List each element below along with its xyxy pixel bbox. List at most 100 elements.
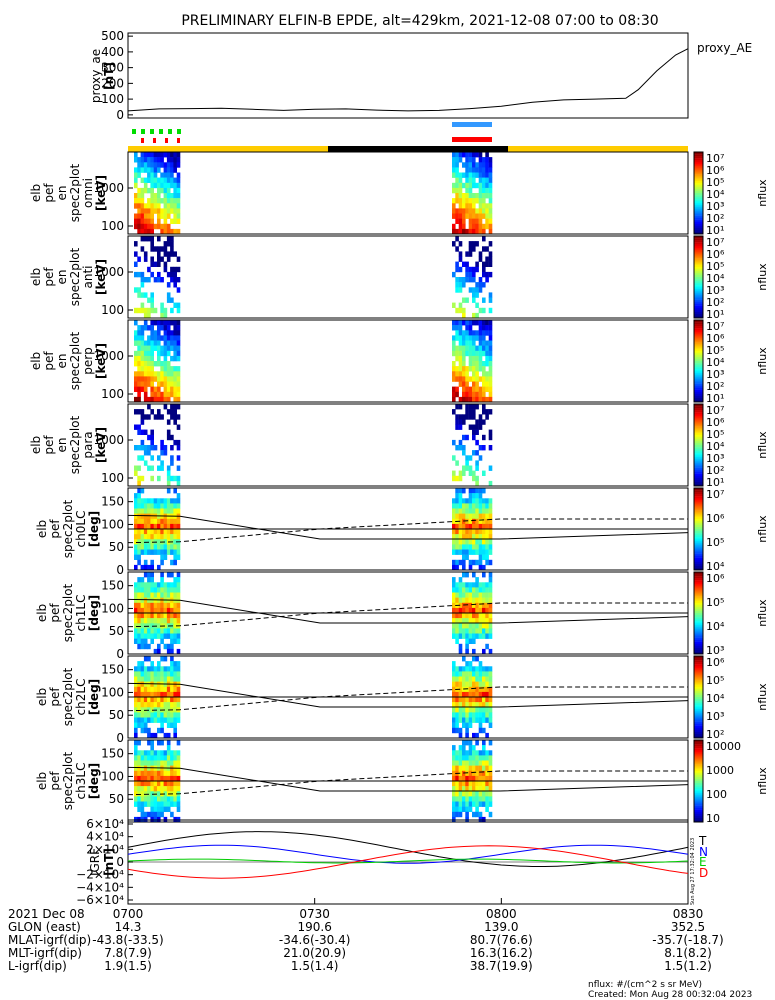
spectrogram-cell — [488, 559, 493, 566]
spectrogram-cell — [170, 686, 174, 693]
spectrogram-cell — [153, 712, 158, 718]
spectrogram-cell — [137, 577, 141, 583]
spectrogram-cell — [475, 182, 479, 189]
colorbar-cell — [694, 776, 703, 780]
spectrogram-cell — [475, 381, 479, 387]
colorbar-tick-label: 10³ — [706, 200, 724, 213]
spectrogram-cell — [134, 251, 138, 257]
colorbar-cell — [694, 598, 703, 601]
spectrogram-cell — [475, 529, 479, 535]
spectrogram-cell — [472, 488, 476, 494]
spectrogram-cell — [472, 529, 476, 535]
spectrogram-cell — [468, 182, 473, 189]
spectrogram-cell — [468, 223, 473, 230]
spectrogram-cell — [478, 498, 483, 504]
colorbar-cell — [694, 721, 703, 724]
spectrogram-cell — [472, 386, 476, 392]
spectrogram-cell — [455, 172, 459, 178]
spectrogram-cell — [465, 554, 469, 560]
spectrogram-cell — [452, 470, 456, 476]
spectrogram-cell — [458, 177, 463, 183]
spectrogram-cell — [485, 320, 489, 326]
spectrogram-cell — [150, 320, 154, 326]
colorbar-cell — [694, 662, 703, 665]
spectrogram-cell — [472, 266, 476, 273]
spectrogram-cell — [452, 613, 456, 619]
spectrogram-cell — [478, 801, 483, 807]
spectrogram-cell — [140, 414, 145, 420]
spectrogram-cell — [147, 801, 151, 807]
spectrogram-cell — [157, 786, 161, 792]
spectrogram-cell — [163, 241, 168, 247]
spectrogram-cell — [137, 781, 141, 787]
spectrogram-cell — [488, 796, 493, 802]
spectrogram-cell — [475, 801, 479, 807]
spectrogram-cell — [488, 271, 493, 278]
spectrogram-cell — [170, 613, 174, 619]
colorbar-cell — [694, 568, 703, 571]
spectrogram-cell — [140, 628, 145, 634]
spectrogram-cell — [455, 325, 459, 331]
spectrogram-cell — [137, 162, 141, 168]
spectrogram-cell — [465, 396, 469, 403]
colorbar-cell — [694, 602, 703, 606]
spectrogram-cell — [137, 671, 141, 677]
spectrogram-cell — [147, 529, 151, 535]
colorbar-cell — [694, 211, 703, 214]
spectrogram-cell — [458, 193, 463, 199]
spectrogram-cell — [160, 307, 164, 314]
spectrogram-cell — [485, 791, 489, 797]
spectrogram-cell — [153, 414, 158, 420]
spectrogram-cell — [485, 523, 489, 530]
spectrogram-cell — [472, 613, 476, 619]
spectrogram-cell — [160, 727, 164, 734]
spectrogram-cell — [140, 638, 145, 644]
spectrogram-cell — [173, 587, 177, 593]
spectrogram-cell — [478, 340, 483, 346]
spectrogram-cell — [163, 676, 168, 682]
spectrogram-cell — [488, 607, 493, 614]
spectrogram-cell — [140, 187, 145, 194]
proxy-ae-ytick-label: 400 — [101, 45, 124, 59]
spectrogram-cell — [475, 223, 479, 230]
spectrogram-cell — [150, 434, 154, 441]
spectrogram-cell — [176, 534, 181, 540]
spectrogram-cell — [170, 208, 174, 214]
colorbar-cell — [694, 705, 703, 708]
spectrogram-cell — [482, 765, 486, 771]
spectrogram-cell — [157, 770, 161, 777]
sunlight-bar-left — [128, 146, 328, 152]
spectrogram-cell — [170, 167, 174, 173]
spectrogram-cell — [465, 297, 469, 303]
colorbar-cell — [694, 668, 703, 671]
spectrogram-cell — [465, 661, 469, 667]
spectrogram-cell — [475, 218, 479, 224]
spectrogram-cell — [157, 182, 161, 189]
spectrogram-cell — [176, 218, 181, 224]
spectrogram-cell — [150, 152, 154, 158]
spectrogram-cell — [143, 376, 148, 382]
spectrogram-cell — [465, 775, 469, 782]
spectrogram-cell — [166, 786, 171, 792]
spectrogram-cell — [482, 434, 486, 441]
colorbar-cell — [694, 186, 703, 190]
colorbar-cell — [694, 203, 703, 206]
spectrogram-cell — [173, 198, 177, 204]
spectrogram-cell — [488, 213, 493, 219]
colorbar-cell — [694, 643, 703, 647]
spectrogram-cell — [134, 544, 138, 550]
spectrogram-panel-frame — [127, 571, 689, 655]
spectrogram-cell — [163, 582, 168, 588]
spectrogram-cell — [137, 157, 141, 163]
spectrogram-cell — [137, 480, 141, 487]
colorbar-cell — [694, 711, 703, 714]
spectrogram-cell — [137, 760, 141, 766]
spectrogram-cell — [160, 607, 164, 614]
colorbar-cell — [694, 645, 703, 649]
spectrogram-cell — [137, 602, 141, 609]
colorbar-cell — [694, 412, 703, 415]
spectrogram-cell — [468, 404, 473, 410]
spectrogram-cell — [173, 228, 177, 235]
spectrogram-cell — [458, 534, 463, 540]
colorbar-tick-label: 10⁶ — [706, 656, 725, 669]
